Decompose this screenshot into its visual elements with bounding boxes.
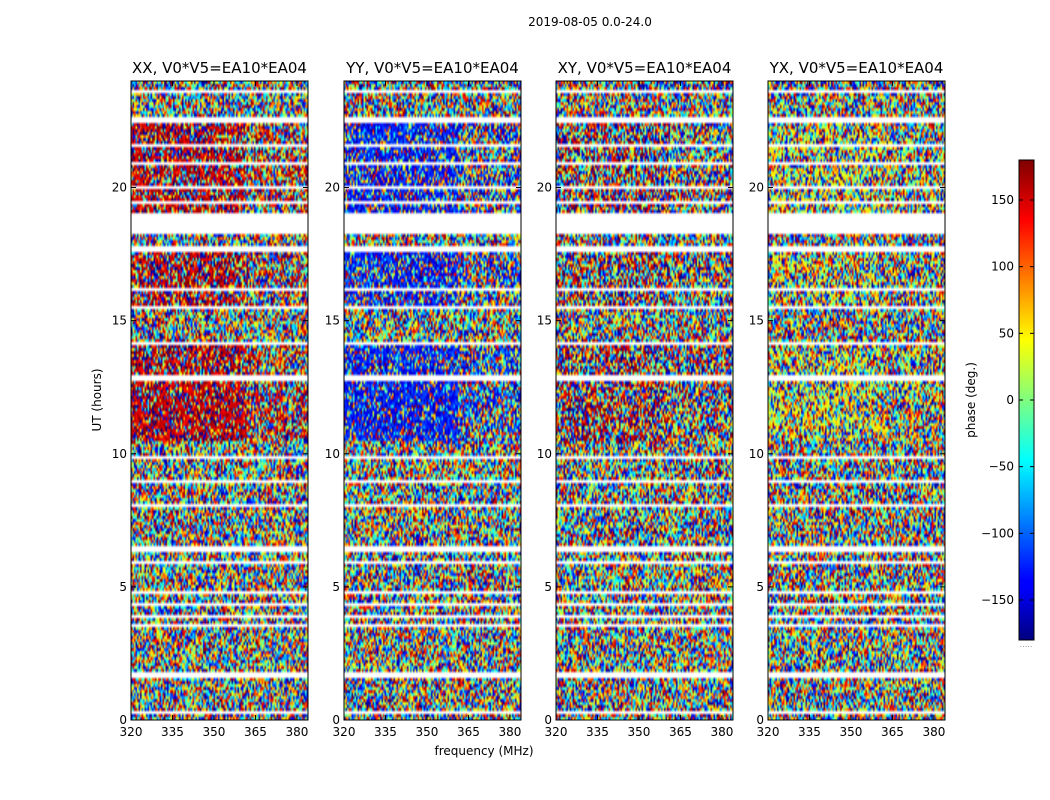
colorbar-extra-mark: ..... (1020, 640, 1033, 649)
y-tick-label: 15 (112, 314, 127, 328)
y-tick-label: 15 (537, 314, 552, 328)
x-tick-label: 335 (161, 725, 184, 739)
x-tick-label: 320 (120, 725, 143, 739)
panel-title: XX, V0*V5=EA10*EA04 (132, 59, 307, 77)
colorbar-label: phase (deg.) (964, 362, 978, 438)
plot-frame (555, 80, 734, 721)
x-tick-label: 335 (586, 725, 609, 739)
waterfall-image (556, 81, 733, 720)
x-tick-label: 380 (922, 725, 945, 739)
panel-title: XY, V0*V5=EA10*EA04 (558, 59, 732, 77)
y-tick-label: 0 (544, 713, 552, 727)
x-tick-label: 365 (669, 725, 692, 739)
panel-title: YY, V0*V5=EA10*EA04 (345, 59, 519, 77)
y-tick-label: 15 (749, 314, 764, 328)
x-tick-label: 350 (416, 725, 439, 739)
colorbar-tick-label: 0 (1006, 393, 1014, 407)
panel-yx: YX, V0*V5=EA10*EA04 320 335 350 365 380 0 5 10 15… (749, 59, 946, 739)
x-tick-label: 350 (840, 725, 863, 739)
x-tick-label: 365 (244, 725, 267, 739)
x-tick-label: 380 (285, 725, 308, 739)
colorbar-tick-label: −150 (981, 593, 1014, 607)
panel-yy: YY, V0*V5=EA10*EA04 320 335 350 365 380 0 5 10 15… (325, 59, 522, 739)
x-tick-label: 335 (798, 725, 821, 739)
y-tick-label: 20 (537, 181, 552, 195)
y-tick-label: 20 (325, 181, 340, 195)
x-tick-label: 335 (374, 725, 397, 739)
x-tick-label: 365 (457, 725, 480, 739)
waterfall-image (768, 81, 945, 720)
colorbar-tick-label: −50 (989, 460, 1014, 474)
colorbar-tick-label: 50 (999, 326, 1014, 340)
colorbar-tick-label: 150 (991, 193, 1014, 207)
x-tick-label: 350 (203, 725, 226, 739)
colorbar-tick-label: 100 (991, 260, 1014, 274)
y-tick-label: 5 (756, 580, 764, 594)
y-tick-label: 0 (756, 713, 764, 727)
y-tick-label: 5 (544, 580, 552, 594)
panels-group: XX, V0*V5=EA10*EA04 320 335 350 365 380 0 5 10 15… (112, 59, 946, 739)
waterfall-image (344, 81, 521, 720)
y-tick-label: 20 (112, 181, 127, 195)
panel-xy: XY, V0*V5=EA10*EA04 320 335 350 365 380 0 5 10 15… (537, 59, 734, 739)
y-tick-label: 0 (119, 713, 127, 727)
y-tick-label: 10 (325, 447, 340, 461)
plot-frame (767, 80, 946, 721)
y-axis-label: UT (hours) (90, 368, 104, 431)
y-tick-label: 5 (119, 580, 127, 594)
colorbar-tick-label: −100 (981, 526, 1014, 540)
y-tick-label: 10 (749, 447, 764, 461)
y-tick-label: 5 (332, 580, 340, 594)
y-tick-label: 10 (537, 447, 552, 461)
y-tick-label: 10 (112, 447, 127, 461)
x-tick-label: 320 (545, 725, 568, 739)
x-tick-label: 320 (757, 725, 780, 739)
y-tick-label: 0 (332, 713, 340, 727)
colorbar: −150 −100 −50 0 50 100 150 phase (deg.) ..... (964, 159, 1035, 649)
waterfall-image (131, 81, 308, 720)
x-tick-label: 380 (498, 725, 521, 739)
plot-frame (343, 80, 522, 721)
figure-suptitle: 2019-08-05 0.0-24.0 (528, 15, 652, 29)
plot-frame (130, 80, 309, 721)
colorbar-ticks: −150 −100 −50 0 50 100 150 (981, 193, 1034, 607)
x-tick-label: 365 (881, 725, 904, 739)
y-tick-label: 20 (749, 181, 764, 195)
x-axis-label: frequency (MHz) (434, 744, 533, 758)
x-tick-label: 320 (333, 725, 356, 739)
x-tick-label: 350 (628, 725, 651, 739)
panel-title: YX, V0*V5=EA10*EA04 (769, 59, 944, 77)
panel-xx: XX, V0*V5=EA10*EA04 320 335 350 365 380 0 5 10 15… (112, 59, 309, 739)
y-tick-label: 15 (325, 314, 340, 328)
x-tick-label: 380 (710, 725, 733, 739)
